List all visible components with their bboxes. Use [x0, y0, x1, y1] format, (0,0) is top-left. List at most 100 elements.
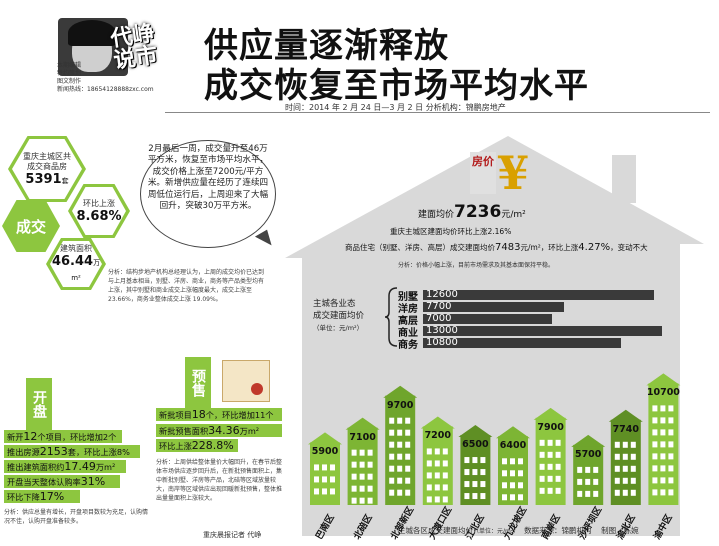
building-window: [577, 490, 583, 497]
building-window: [351, 473, 357, 480]
building-window: [577, 478, 583, 485]
avg-price-line: 建面均价7236元/m²: [418, 202, 526, 222]
building-window: [614, 477, 620, 484]
building-window: [397, 489, 403, 496]
building-roof: [608, 409, 643, 422]
building-window: [660, 465, 666, 472]
building-window: [442, 460, 448, 467]
building-window: [630, 477, 636, 484]
building-window: [547, 487, 553, 494]
building-window: [668, 465, 674, 472]
building-roof: [345, 417, 380, 430]
line-number: 7483: [495, 242, 521, 253]
building-window: [502, 458, 507, 465]
building-window: [555, 451, 561, 458]
bar-value-label: 12600: [426, 289, 458, 300]
byline-line: 本期编辑: [57, 62, 82, 69]
bar-category-label: 洋房: [398, 304, 418, 315]
building-window: [434, 448, 440, 455]
hex-main-unit: 套: [61, 176, 69, 185]
building-value-label: 7200: [424, 430, 452, 442]
building-roof: [420, 416, 455, 429]
main-city-change: 重庆主城区建面均价环比上涨2.16%: [390, 227, 512, 236]
footer-source: 数据来源：锦鹏机构: [524, 526, 592, 535]
building-value-label: 6400: [499, 440, 527, 452]
building-window: [539, 475, 545, 482]
building-window: [367, 497, 373, 504]
seal-icon: [251, 383, 263, 395]
building-window: [367, 449, 373, 456]
building-value-label: 7100: [349, 431, 376, 443]
building-window: [464, 457, 470, 464]
building-window: [330, 488, 335, 495]
building-window: [405, 417, 411, 424]
building-window: [518, 470, 523, 477]
yushou-row: 环比上涨228.8%: [156, 439, 238, 452]
label-line: 主城各业态: [313, 299, 356, 309]
building-window: [405, 477, 411, 484]
row-number: 31%: [80, 475, 106, 488]
building-window: [442, 472, 448, 479]
building-window: [660, 489, 666, 496]
building-window: [405, 429, 411, 436]
building-window: [351, 497, 357, 504]
building-window: [480, 457, 486, 464]
building-window: [472, 469, 478, 476]
building-window: [322, 476, 327, 483]
building-window: [510, 470, 515, 477]
divider: [165, 112, 710, 113]
kaipan-row: 新开12个项目，环比增加2个: [4, 430, 122, 443]
building-window: [397, 453, 403, 460]
building-window: [502, 482, 507, 489]
building-window: [389, 441, 395, 448]
building-window: [585, 466, 591, 473]
line-text: 元/m²，环比上涨: [520, 243, 579, 252]
building-window: [442, 496, 448, 503]
building-window: [322, 464, 327, 471]
byline: 本期编辑 特约策划 图文制作 新闻热线：18654128888zxc.com: [57, 62, 154, 94]
building-window: [555, 487, 561, 494]
building-window: [405, 465, 411, 472]
line-text: ，变动不大: [610, 243, 648, 252]
row-number: 18: [191, 408, 206, 421]
building-window: [630, 465, 636, 472]
building-window: [577, 466, 583, 473]
building-window: [367, 473, 373, 480]
building-value-label: 6500: [462, 439, 489, 451]
huanbi-value: 8.68%: [76, 208, 122, 224]
building-window: [510, 482, 515, 489]
kaipan-row: 推出建筑面积约17.49万m²: [4, 460, 126, 473]
building-window: [442, 484, 448, 491]
hex-main-value: 5391: [25, 171, 62, 187]
footer-unit: （单位：元/m²）: [473, 528, 520, 535]
footer-credit: 制图／陈婉: [601, 526, 639, 535]
building-window: [630, 489, 636, 496]
building-window: [518, 494, 523, 501]
certificate-icon: [222, 360, 270, 402]
building-window: [330, 464, 335, 471]
building-window: [367, 485, 373, 492]
building-window: [614, 453, 620, 460]
kaipan-row: 开盘当天整体认购率31%: [4, 475, 120, 488]
bracket-icon: [385, 287, 398, 347]
yushou-analysis: 分析：上周供给整体量价大幅回升，在春节后整体市场供应逐步回升后，在新批预售面积上…: [156, 459, 283, 502]
building-window: [464, 481, 470, 488]
building-window: [622, 465, 628, 472]
hex-main-value-wrap: 5391套: [25, 172, 68, 187]
building-roof: [383, 385, 418, 398]
building-window: [660, 453, 666, 460]
bar-value-label: 13000: [426, 325, 458, 336]
building-window: [555, 475, 561, 482]
building-bar: [310, 442, 340, 505]
row-text: 个项目，环比增加2个: [37, 432, 117, 442]
building-window: [397, 441, 403, 448]
building-window: [397, 417, 403, 424]
building-window: [330, 476, 335, 483]
building-window: [518, 458, 523, 465]
building-window: [660, 429, 666, 436]
kaipan-row: 推出房源2153套，环比上涨8%: [4, 445, 140, 458]
building-window: [367, 461, 373, 468]
bar-category-label: 高层: [398, 316, 418, 327]
analysis-paragraph: 分析：结构步地产机构总经理认为，上周的成交均价已达到与上月基本相当，别墅、洋房、…: [108, 269, 265, 303]
byline-line: 图文制作: [57, 78, 82, 85]
